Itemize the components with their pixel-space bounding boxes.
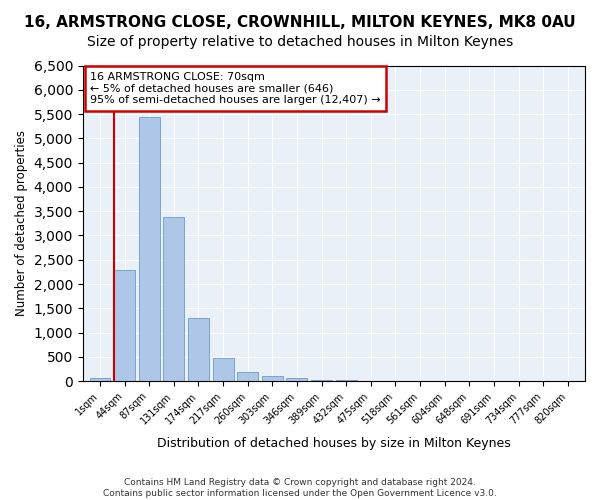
Text: Size of property relative to detached houses in Milton Keynes: Size of property relative to detached ho… <box>87 35 513 49</box>
Text: 16 ARMSTRONG CLOSE: 70sqm
← 5% of detached houses are smaller (646)
95% of semi-: 16 ARMSTRONG CLOSE: 70sqm ← 5% of detach… <box>91 72 381 105</box>
Text: Contains HM Land Registry data © Crown copyright and database right 2024.
Contai: Contains HM Land Registry data © Crown c… <box>103 478 497 498</box>
Bar <box>139 118 160 381</box>
Bar <box>237 372 258 381</box>
Bar <box>212 358 233 381</box>
Y-axis label: Number of detached properties: Number of detached properties <box>15 130 28 316</box>
Bar <box>311 380 332 381</box>
Bar <box>188 318 209 381</box>
X-axis label: Distribution of detached houses by size in Milton Keynes: Distribution of detached houses by size … <box>157 437 511 450</box>
Bar <box>336 380 356 381</box>
Bar <box>114 270 135 381</box>
Text: 16, ARMSTRONG CLOSE, CROWNHILL, MILTON KEYNES, MK8 0AU: 16, ARMSTRONG CLOSE, CROWNHILL, MILTON K… <box>24 15 576 30</box>
Bar <box>286 378 307 381</box>
Bar <box>89 378 110 381</box>
Bar <box>262 376 283 381</box>
Bar <box>163 216 184 381</box>
